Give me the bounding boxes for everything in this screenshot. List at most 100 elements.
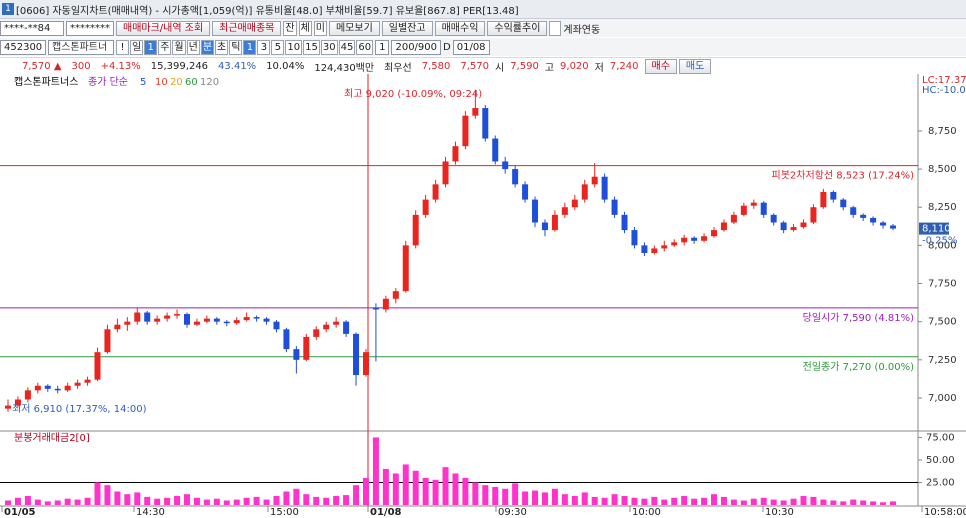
change: 300 bbox=[71, 61, 91, 72]
volume-bar bbox=[661, 499, 668, 505]
volume-bar bbox=[621, 495, 628, 505]
candle-body bbox=[770, 214, 777, 223]
x-tick-label: 09:30 bbox=[498, 507, 527, 518]
password-input[interactable]: ******** bbox=[66, 20, 114, 36]
legend-name: 캡스톤파트너스 bbox=[14, 76, 78, 88]
count-input[interactable]: 1 bbox=[375, 39, 390, 55]
candle-body bbox=[880, 222, 887, 226]
volume-bar bbox=[730, 499, 737, 505]
volume-bar bbox=[313, 496, 320, 505]
open: 7,590 bbox=[510, 61, 539, 72]
volume-bar bbox=[333, 495, 340, 505]
period-button[interactable]: 1 bbox=[243, 39, 257, 55]
range-input[interactable]: 200/900 bbox=[391, 39, 442, 55]
volume-bar bbox=[203, 499, 210, 505]
candle-body bbox=[810, 207, 817, 223]
candle-body bbox=[850, 207, 857, 215]
period-button[interactable]: 틱 bbox=[229, 39, 243, 55]
candle-body bbox=[5, 405, 11, 409]
buy-button[interactable]: 매수 bbox=[644, 59, 677, 74]
period-button[interactable]: 45 bbox=[338, 39, 356, 55]
volume-bar bbox=[681, 495, 688, 505]
best-label: 최우선 bbox=[384, 63, 412, 74]
volume-bar bbox=[860, 500, 867, 505]
volume-bar bbox=[193, 497, 200, 505]
period-button[interactable]: 30 bbox=[320, 39, 338, 55]
high-label: 고 bbox=[544, 63, 555, 74]
candle-body bbox=[402, 245, 409, 292]
toolbar-button[interactable]: 미 bbox=[313, 20, 327, 36]
toolbar-button[interactable]: 체 bbox=[298, 20, 312, 36]
candle-body bbox=[223, 321, 230, 324]
volume-bar bbox=[750, 498, 757, 505]
checkbox[interactable] bbox=[549, 20, 562, 36]
volume-bar bbox=[353, 485, 360, 505]
volume-bar bbox=[34, 499, 41, 505]
volume-tick-label: 75.00 bbox=[926, 432, 955, 443]
period-button[interactable]: 3 bbox=[257, 39, 271, 55]
candle-body bbox=[730, 214, 737, 223]
volume-bar bbox=[432, 479, 439, 505]
period-button[interactable]: 일 bbox=[130, 39, 144, 55]
period-button[interactable]: 60 bbox=[356, 39, 374, 55]
sell-button[interactable]: 매도 bbox=[678, 59, 712, 74]
volume-bar bbox=[64, 498, 71, 505]
name-input[interactable]: 캡스톤파트너 bbox=[48, 39, 114, 55]
candle-body bbox=[502, 161, 509, 170]
period-button[interactable]: 월 bbox=[172, 39, 186, 55]
volume-tick-label: 25.00 bbox=[926, 477, 955, 488]
candle-body bbox=[661, 245, 668, 249]
period-button[interactable]: 1 bbox=[144, 39, 158, 55]
period-button[interactable]: ! bbox=[116, 39, 129, 55]
price: 7,570 ▲ bbox=[18, 61, 66, 72]
x-tick-label: 01/08 bbox=[370, 507, 402, 518]
period-button[interactable]: 10 bbox=[285, 39, 303, 55]
volume-bar bbox=[104, 485, 111, 505]
toolbar-button[interactable]: 메모보기 bbox=[328, 20, 380, 36]
volume-bar bbox=[890, 501, 896, 505]
open-label: 시 bbox=[494, 63, 505, 74]
period-button[interactable]: 15 bbox=[303, 39, 320, 55]
period-group: ! 일 1 주 월 년 분 초 틱 1 3 5 10 15 30 45 60 bbox=[116, 39, 374, 55]
volume-bar bbox=[114, 491, 121, 505]
chart-bg bbox=[0, 74, 966, 518]
volume-bar bbox=[362, 477, 369, 505]
y-tick-label: 7,250 bbox=[928, 355, 957, 366]
code-input[interactable]: 452300 bbox=[0, 39, 46, 55]
candle-body bbox=[442, 161, 449, 185]
volume-bar bbox=[472, 482, 479, 505]
candle-body bbox=[24, 390, 31, 400]
current-price: 8,110 bbox=[922, 224, 951, 235]
toolbar-button[interactable]: 매매마크/내역 조회 bbox=[116, 20, 211, 36]
candle-body bbox=[44, 385, 51, 389]
candle-body bbox=[263, 318, 270, 322]
candle-body bbox=[422, 199, 429, 215]
date-prefix: D bbox=[443, 41, 451, 53]
candle-body bbox=[671, 242, 678, 246]
toolbar-button[interactable]: 일별잔고 bbox=[381, 20, 433, 36]
toolbar-button[interactable]: 최근매매종목 bbox=[212, 20, 282, 36]
period-button[interactable]: 년 bbox=[186, 39, 200, 55]
volume-bar bbox=[850, 499, 857, 505]
candle-body bbox=[840, 199, 847, 208]
period-button[interactable]: 분 bbox=[200, 39, 215, 55]
toolbar-button[interactable]: 매매수익 bbox=[434, 20, 486, 36]
account-input[interactable]: ****-**84 bbox=[0, 20, 64, 36]
toolbar-button[interactable]: 수익률추이 bbox=[487, 20, 548, 36]
candle-body bbox=[313, 329, 320, 337]
y-tick-label: 8,000 bbox=[928, 240, 957, 251]
date-input[interactable]: 01/08 bbox=[452, 39, 490, 55]
period-button[interactable]: 주 bbox=[158, 39, 172, 55]
volume-bar bbox=[482, 485, 489, 505]
volume-bar bbox=[651, 496, 658, 505]
y-tick-label: 8,250 bbox=[928, 202, 957, 213]
candle-body bbox=[124, 321, 131, 325]
period-button[interactable]: 초 bbox=[215, 39, 229, 55]
candle-body bbox=[462, 115, 469, 147]
volume-bar bbox=[422, 477, 429, 505]
candle-body bbox=[651, 248, 658, 253]
volume-tick-label: 50.00 bbox=[926, 455, 955, 466]
period-button[interactable]: 5 bbox=[271, 39, 285, 55]
candle-body bbox=[452, 146, 459, 162]
toolbar-button[interactable]: 잔 bbox=[283, 20, 297, 36]
